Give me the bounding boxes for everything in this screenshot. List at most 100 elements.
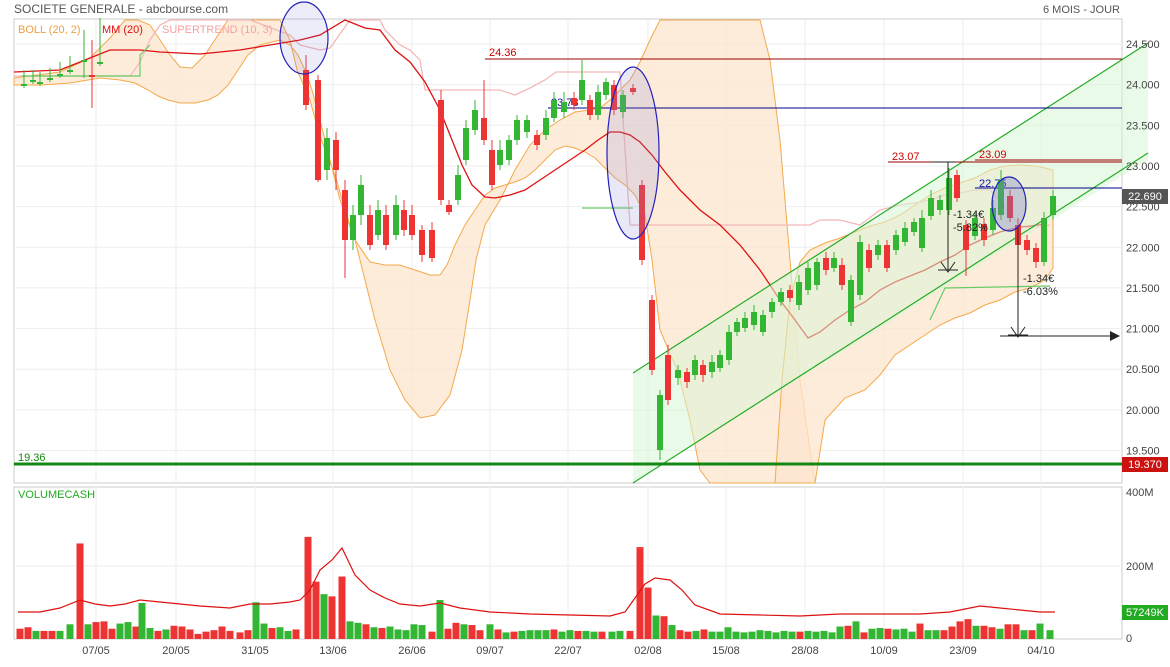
highlight-ellipse-1 <box>279 1 329 75</box>
volume-bar <box>116 623 124 639</box>
candle-body <box>47 78 53 80</box>
candle-body <box>742 318 748 328</box>
volume-bar <box>56 630 64 639</box>
volume-bar <box>178 626 186 639</box>
volume-bar <box>732 631 740 639</box>
volume-bar <box>402 630 410 639</box>
volume-bar <box>394 629 402 639</box>
candle-body <box>579 80 585 100</box>
volume-bar <box>764 630 772 639</box>
date-tick-label: 20/05 <box>162 645 190 657</box>
volume-tick-label: 0 <box>1126 633 1132 645</box>
volume-bar <box>452 622 460 639</box>
volume-bar <box>210 630 218 639</box>
candle-body <box>902 228 908 242</box>
candle-body <box>1050 196 1056 215</box>
volume-bar <box>708 631 716 639</box>
volume-bar <box>804 630 812 639</box>
volume-bar <box>948 626 956 639</box>
volume-bars-group <box>16 536 1054 639</box>
candle-body <box>1024 240 1030 250</box>
volume-bar <box>900 628 908 639</box>
volume-bar <box>468 625 476 639</box>
price-tick-label: 23.500 <box>1126 120 1160 132</box>
candle-body <box>657 395 663 450</box>
candle-body <box>393 205 399 235</box>
volume-bar <box>378 627 386 639</box>
volume-bar <box>940 630 948 639</box>
candle-body <box>438 100 444 200</box>
highlight-ellipse-2 <box>606 66 660 240</box>
candle-body <box>839 265 845 285</box>
candle-body <box>805 268 811 290</box>
date-tick-label: 23/09 <box>949 645 977 657</box>
volume-bar <box>724 627 732 639</box>
candle-body <box>534 135 540 145</box>
drop-2-pct-label: -6.03% <box>1023 286 1058 298</box>
candle-body <box>823 258 829 270</box>
level-23-09-label: 23.09 <box>979 149 1007 161</box>
candle-body <box>1041 218 1047 262</box>
volume-bar <box>502 632 510 639</box>
date-tick-label: 22/07 <box>554 645 582 657</box>
date-axis: 07/05 20/05 31/05 13/06 26/06 09/07 22/07 02/08… <box>82 645 1055 657</box>
volume-bar <box>244 630 252 639</box>
volume-bar <box>1012 624 1020 639</box>
candle-body <box>551 100 557 118</box>
candle-body <box>796 282 802 305</box>
price-axis: 24.500 24.000 23.500 23.000 22.500 22.000 21.5… <box>1126 39 1160 458</box>
volume-bar <box>916 623 924 639</box>
candle-body <box>692 360 698 375</box>
volume-legend: VOLUMECASH <box>18 489 95 501</box>
volume-bar <box>558 631 566 639</box>
volume-bar <box>716 631 724 639</box>
volume-bar <box>956 621 964 639</box>
candle-body <box>778 292 784 302</box>
candle-body <box>37 82 43 84</box>
volume-bar <box>100 621 108 639</box>
volume-bar <box>1028 630 1036 639</box>
volume-bar <box>170 625 178 639</box>
volume-bar <box>276 627 284 639</box>
date-tick-label: 15/08 <box>712 645 740 657</box>
candle-body <box>81 60 87 62</box>
channel-upper-line <box>632 42 1149 374</box>
volume-bar <box>636 547 644 639</box>
volume-bar <box>566 630 574 639</box>
volume-bar <box>518 630 526 639</box>
candle-body <box>489 150 495 185</box>
volume-bar <box>146 627 154 639</box>
candle-body <box>963 225 969 250</box>
volume-bar <box>84 624 92 639</box>
price-tick-label: 23.000 <box>1126 161 1160 173</box>
price-tick-label: 20.500 <box>1126 364 1160 376</box>
candle-body <box>455 175 461 200</box>
candle-body <box>649 300 655 370</box>
candle-body <box>89 75 95 77</box>
candle-body <box>751 312 757 325</box>
candle-body <box>734 322 740 332</box>
boll-legend: BOLL (20, 2) <box>18 24 81 36</box>
volume-bar <box>700 629 708 639</box>
candle-body <box>981 224 987 240</box>
candle-body <box>324 138 330 170</box>
volume-bar <box>292 629 300 639</box>
candle-body <box>409 215 415 235</box>
volume-bar <box>268 627 276 639</box>
volume-bar <box>980 625 988 639</box>
volume-bar <box>740 632 748 639</box>
last-volume-label: 57249K <box>1126 607 1165 619</box>
date-tick-label: 28/08 <box>791 645 819 657</box>
channel-zone <box>633 43 1148 483</box>
candle-body <box>998 180 1004 215</box>
candle-body <box>429 230 435 258</box>
candle-body <box>342 190 348 240</box>
volume-bar <box>346 621 354 639</box>
last-price-label: 22.690 <box>1128 191 1162 203</box>
volume-bar <box>76 543 84 639</box>
candle-body <box>639 185 645 260</box>
volume-bar <box>598 631 606 639</box>
volume-bar <box>924 630 932 639</box>
candle-body <box>97 62 103 64</box>
